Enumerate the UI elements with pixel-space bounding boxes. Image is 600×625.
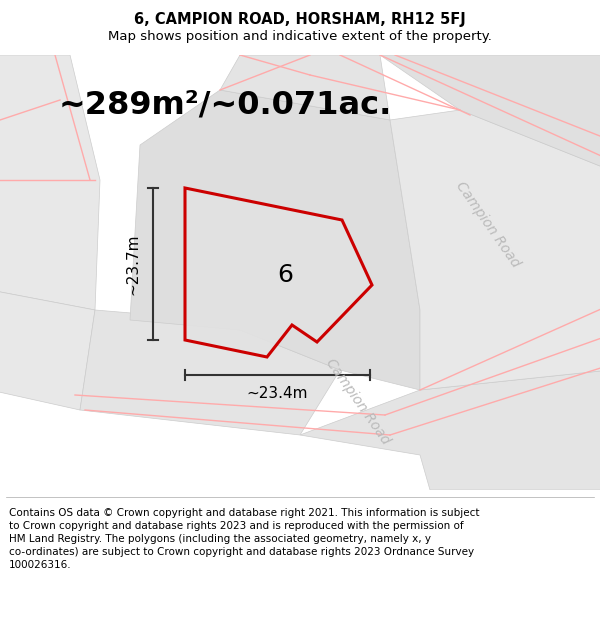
Text: 6: 6 — [277, 263, 293, 287]
Polygon shape — [390, 110, 600, 390]
Polygon shape — [380, 55, 600, 170]
Text: Map shows position and indicative extent of the property.: Map shows position and indicative extent… — [108, 30, 492, 43]
Text: Campion Road: Campion Road — [323, 356, 393, 447]
Polygon shape — [80, 310, 340, 435]
Text: Contains OS data © Crown copyright and database right 2021. This information is : Contains OS data © Crown copyright and d… — [9, 508, 479, 571]
Text: ~23.7m: ~23.7m — [125, 233, 140, 295]
Text: ~23.4m: ~23.4m — [247, 386, 308, 401]
Text: Campion Road: Campion Road — [453, 179, 523, 271]
Polygon shape — [220, 55, 390, 120]
Polygon shape — [185, 188, 372, 357]
Text: 6, CAMPION ROAD, HORSHAM, RH12 5FJ: 6, CAMPION ROAD, HORSHAM, RH12 5FJ — [134, 12, 466, 27]
Text: ~289m²/~0.071ac.: ~289m²/~0.071ac. — [58, 89, 392, 121]
Polygon shape — [0, 55, 100, 310]
Polygon shape — [0, 290, 95, 410]
Polygon shape — [300, 370, 600, 490]
Polygon shape — [130, 90, 420, 390]
